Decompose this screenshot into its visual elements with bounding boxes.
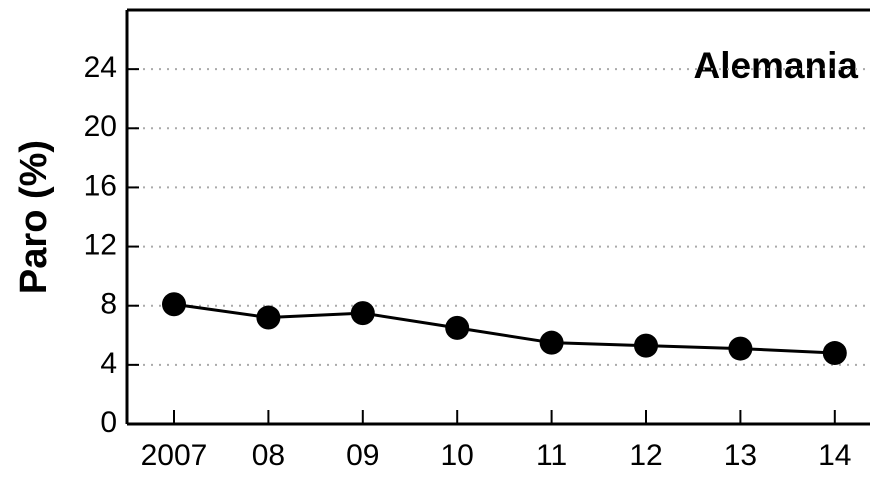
data-point <box>634 333 658 358</box>
y-tick-label: 4 <box>100 347 117 380</box>
data-point <box>162 292 186 317</box>
chart-title: Alemania <box>693 45 858 86</box>
y-tick-label: 20 <box>84 110 117 143</box>
x-tick-label: 14 <box>818 439 851 472</box>
y-tick-label: 16 <box>84 169 117 202</box>
y-tick-label: 12 <box>84 228 117 261</box>
series-line <box>173 302 835 355</box>
data-point <box>539 330 564 355</box>
data-point <box>728 336 753 361</box>
x-tick-label: 10 <box>441 439 474 472</box>
x-tick-label: 11 <box>536 439 567 472</box>
y-tick-label: 0 <box>100 406 117 439</box>
data-point <box>445 315 470 340</box>
y-tick-label: 24 <box>84 51 117 84</box>
x-tick-label: 08 <box>252 439 285 472</box>
x-tick-label: 2007 <box>141 439 208 472</box>
data-point <box>822 341 847 366</box>
x-tick-label: 13 <box>724 439 757 472</box>
x-tick-label: 09 <box>346 439 379 472</box>
x-tick-label: 12 <box>629 439 662 472</box>
y-axis-label: Paro (%) <box>13 140 55 294</box>
y-tick-label: 8 <box>100 288 117 321</box>
data-point <box>256 305 281 330</box>
data-point <box>350 301 375 326</box>
